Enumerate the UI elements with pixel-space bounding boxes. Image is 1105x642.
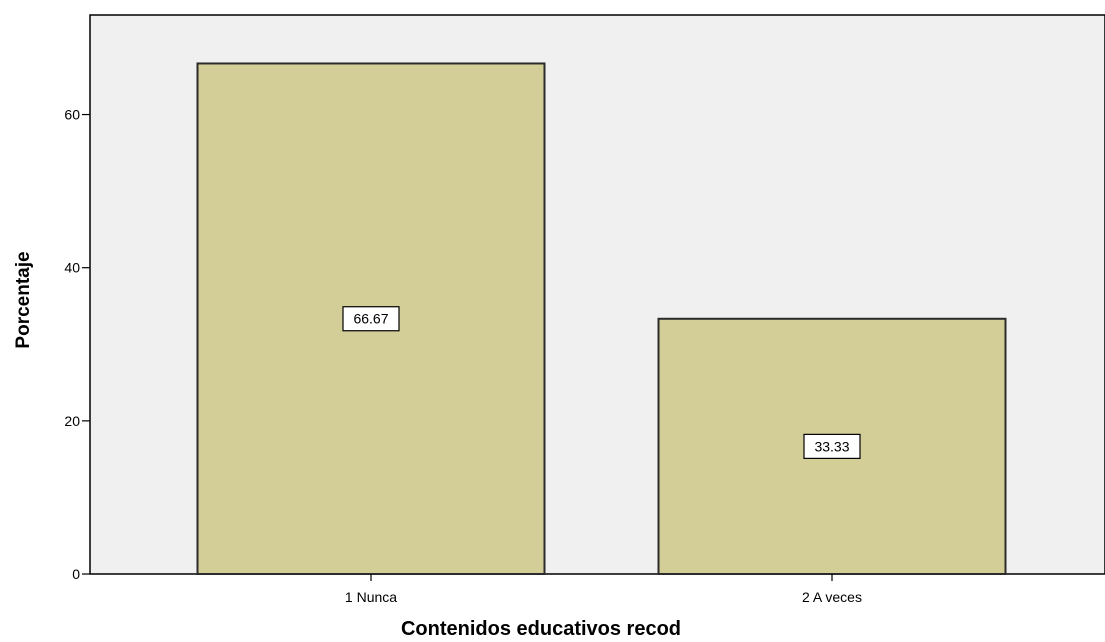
y-tick-label-40: 40 xyxy=(64,260,80,276)
y-tick-label-60: 60 xyxy=(64,107,80,123)
x-tick-label-2: 2 A veces xyxy=(802,589,862,605)
data-label-box-2 xyxy=(803,433,861,459)
data-label-1: 66.67 xyxy=(353,311,388,327)
y-axis-title: Porcentaje xyxy=(13,251,34,348)
data-label-box-1 xyxy=(342,306,400,332)
y-tick-label-0: 0 xyxy=(72,566,80,582)
y-tick-label-20: 20 xyxy=(64,413,80,429)
x-axis-title: Contenidos educativos recod xyxy=(401,618,681,640)
data-label-2: 33.33 xyxy=(814,438,849,454)
x-tick-label-1: 1 Nunca xyxy=(345,589,397,605)
